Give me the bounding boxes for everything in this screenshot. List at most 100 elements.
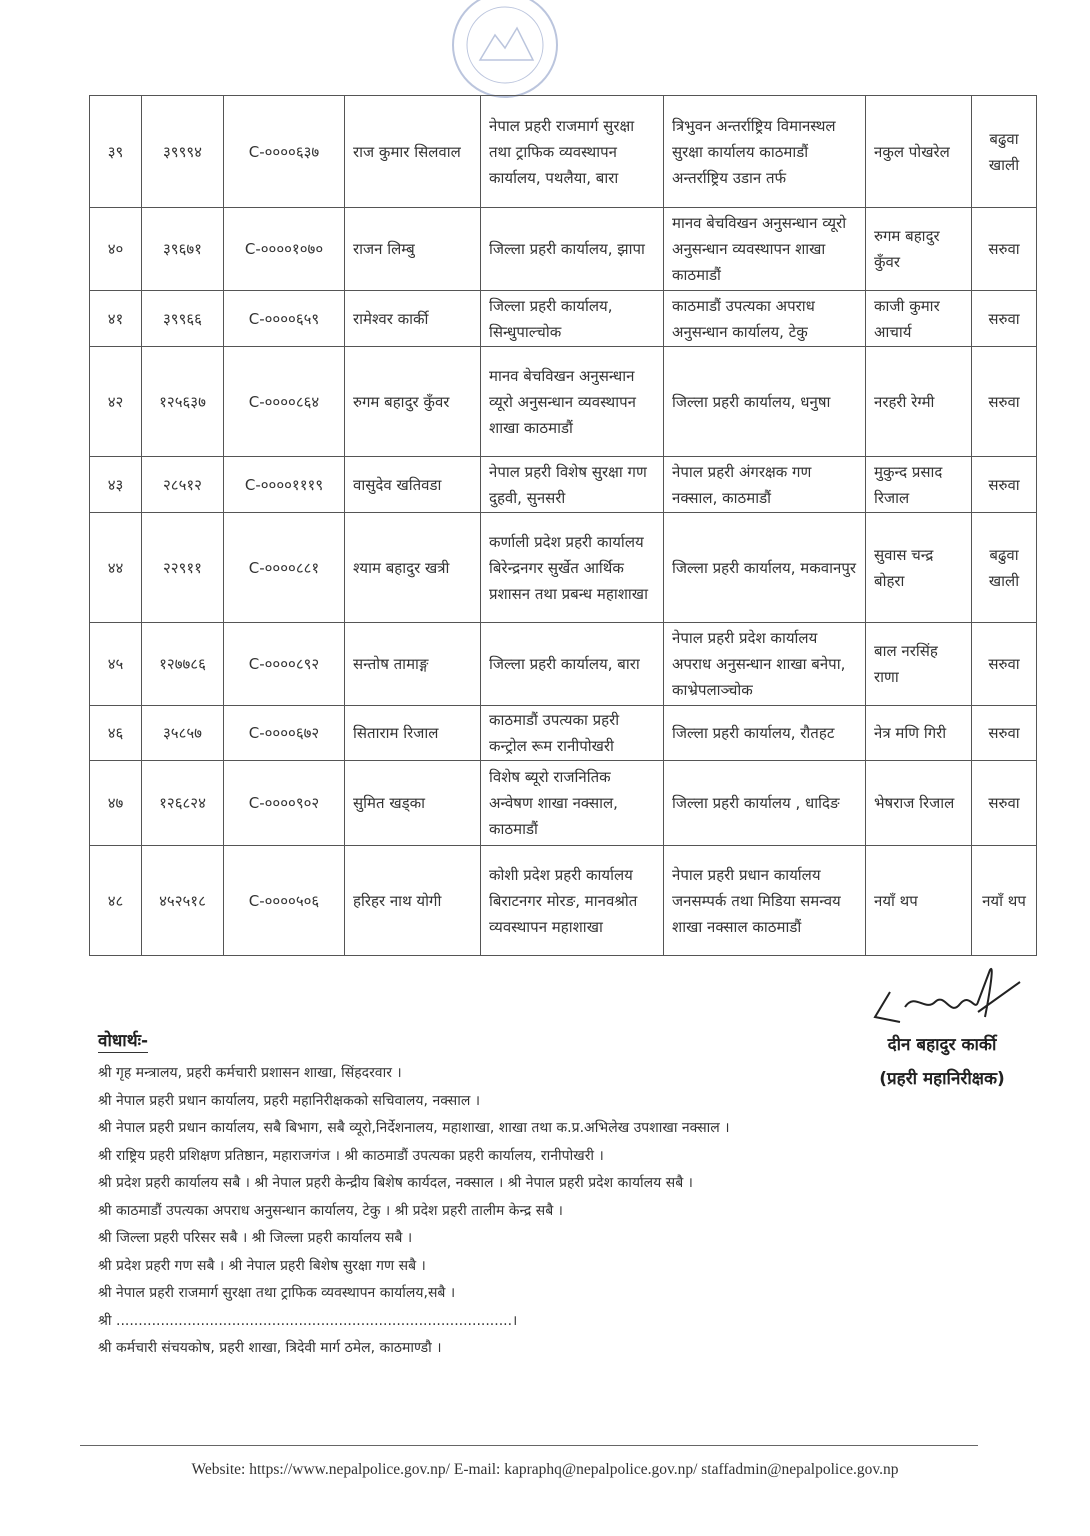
- table-row: ४४ २२९११ C-००००८८१ श्याम बहादुर खत्री कर्णाल…: [89, 512, 1037, 623]
- cell-id: १२६८२४: [141, 760, 224, 846]
- cell-code: C-००००६३७: [223, 95, 345, 208]
- cell-id: ३९९६६: [141, 290, 224, 347]
- table-row: ४७ १२६८२४ C-००००९०२ सुमित खड्का विशेष ब्यूरो…: [89, 760, 1037, 846]
- cell-replace: नयाँ थप: [865, 845, 972, 956]
- cell-replace: सुवास चन्द्र बोहरा: [865, 512, 972, 623]
- cell-from: काठमाडौं उपत्यका प्रहरी कन्ट्रोल रूम रान…: [480, 705, 664, 761]
- cell-replace: नकुल पोखरेल: [865, 95, 972, 208]
- cell-code: C-००००६७२: [223, 705, 345, 761]
- cell-code: C-००००१११९: [223, 456, 345, 513]
- cell-remark: सरुवा: [971, 346, 1037, 457]
- cell-to: काठमाडौं उपत्यका अपराध अनुसन्धान कार्याल…: [663, 290, 866, 347]
- cell-to: नेपाल प्रहरी अंगरक्षक गण नक्साल, काठमाडौ…: [663, 456, 866, 513]
- cell-to: नेपाल प्रहरी प्रधान कार्यालय जनसम्पर्क त…: [663, 845, 866, 956]
- cell-to: जिल्ला प्रहरी कार्यालय , धादिङ: [663, 760, 866, 846]
- cell-id: २२९११: [141, 512, 224, 623]
- cc-line: श्री प्रदेश प्रहरी गण सबै । श्री नेपाल प…: [98, 1257, 426, 1274]
- cc-line: श्री ...................................…: [98, 1312, 518, 1329]
- cell-code: C-००००८९२: [223, 622, 345, 706]
- signatory-name: दीन बहादुर कार्की: [887, 1035, 997, 1055]
- cell-id: ३९९९४: [141, 95, 224, 208]
- cell-name: वासुदेव खतिवडा: [344, 456, 481, 513]
- cell-name: राजन लिम्बु: [344, 207, 481, 291]
- table-row: ३९ ३९९९४ C-००००६३७ राज कुमार सिलवाल नेपाल प्…: [89, 95, 1037, 208]
- cell-id: ४५२५१८: [141, 845, 224, 956]
- cell-sn: ४७: [89, 760, 142, 846]
- cell-replace: नेत्र मणि गिरी: [865, 705, 972, 761]
- footer-contact: Website: https://www.nepalpolice.gov.np/…: [191, 1461, 899, 1478]
- cell-from: जिल्ला प्रहरी कार्यालय, सिन्धुपाल्चोक: [480, 290, 664, 347]
- cell-name: सन्तोष तामाङ्ग: [344, 622, 481, 706]
- cell-sn: ४४: [89, 512, 142, 623]
- cell-remark: नयाँ थप: [971, 845, 1037, 956]
- footer-divider: [80, 1445, 978, 1446]
- cell-remark: सरुवा: [971, 760, 1037, 846]
- cc-line: श्री नेपाल प्रहरी प्रधान कार्यालय, सबै ब…: [98, 1120, 730, 1136]
- cc-line: श्री कर्मचारी संचयकोष, प्रहरी शाखा, त्रि…: [98, 1340, 442, 1356]
- cell-from: नेपाल प्रहरी विशेष सुरक्षा गण दुहवी, सुन…: [480, 456, 664, 513]
- cell-replace: मुकुन्द प्रसाद रिजाल: [865, 456, 972, 513]
- cell-name: राज कुमार सिलवाल: [344, 95, 481, 208]
- cell-remark: सरुवा: [971, 290, 1037, 347]
- cell-from: जिल्ला प्रहरी कार्यालय, झापा: [480, 207, 664, 291]
- cc-line: श्री जिल्ला प्रहरी परिसर सबै । श्री जिल्…: [98, 1230, 413, 1246]
- cell-remark: सरुवा: [971, 456, 1037, 513]
- cell-replace: भेषराज रिजाल: [865, 760, 972, 846]
- table-row: ४८ ४५२५१८ C-००००५०६ हरिहर नाथ योगी कोशी प्रद…: [89, 845, 1037, 956]
- table-row: ४३ २८५१२ C-००००१११९ वासुदेव खतिवडा नेपाल प्र…: [89, 456, 1037, 513]
- cell-from: मानव बेचविखन अनुसन्धान व्यूरो अनुसन्धान …: [480, 346, 664, 457]
- cell-to: जिल्ला प्रहरी कार्यालय, रौतहट: [663, 705, 866, 761]
- cell-remark: बढुवा खाली: [971, 95, 1037, 208]
- cell-to: जिल्ला प्रहरी कार्यालय, मकवानपुर: [663, 512, 866, 623]
- cell-name: श्याम बहादुर खत्री: [344, 512, 481, 623]
- cc-line: श्री राष्ट्रिय प्रहरी प्रशिक्षण प्रतिष्ठ…: [98, 1147, 604, 1164]
- cell-code: C-००००९०२: [223, 760, 345, 846]
- cell-sn: ४१: [89, 290, 142, 347]
- cc-line: श्री गृह मन्त्रालय, प्रहरी कर्मचारी प्रश…: [98, 1065, 402, 1081]
- cell-code: C-००००१०७०: [223, 207, 345, 291]
- cell-from: विशेष ब्यूरो राजनितिक अन्वेषण शाखा नक्सा…: [480, 760, 664, 846]
- table-row: ४० ३९६७१ C-००००१०७० राजन लिम्बु जिल्ला प्रहर…: [89, 207, 1037, 291]
- cell-name: सुमित खड्का: [344, 760, 481, 846]
- cell-id: ३९६७१: [141, 207, 224, 291]
- cc-line: श्री नेपाल प्रहरी राजमार्ग सुरक्षा तथा ट…: [98, 1285, 456, 1301]
- cell-to: मानव बेचविखन अनुसन्धान व्यूरो अनुसन्धान …: [663, 207, 866, 291]
- cell-code: C-००००८८१: [223, 512, 345, 623]
- cell-replace: नरहरी रेग्मी: [865, 346, 972, 457]
- cell-remark: बढुवा खाली: [971, 512, 1037, 623]
- cell-from: नेपाल प्रहरी राजमार्ग सुरक्षा तथा ट्राफि…: [480, 95, 664, 208]
- cell-name: रुगम बहादुर कुँवर: [344, 346, 481, 457]
- cc-line: श्री नेपाल प्रहरी प्रधान कार्यालय, प्रहर…: [98, 1092, 481, 1109]
- cell-to: जिल्ला प्रहरी कार्यालय, धनुषा: [663, 346, 866, 457]
- table-row: ४१ ३९९६६ C-००००६५९ रामेश्वर कार्की जिल्ला प्…: [89, 290, 1037, 347]
- cell-from: जिल्ला प्रहरी कार्यालय, बारा: [480, 622, 664, 706]
- cell-name: हरिहर नाथ योगी: [344, 845, 481, 956]
- cell-name: रामेश्वर कार्की: [344, 290, 481, 347]
- cell-sn: ४८: [89, 845, 142, 956]
- cell-code: C-००००५०६: [223, 845, 345, 956]
- cell-from: कोशी प्रदेश प्रहरी कार्यालय बिराटनगर मोर…: [480, 845, 664, 956]
- cell-sn: ४५: [89, 622, 142, 706]
- signatory-title: (प्रहरी महानिरीक्षक): [879, 1069, 1005, 1089]
- cc-heading: वोधार्थः-: [98, 1028, 149, 1053]
- cell-id: २८५१२: [141, 456, 224, 513]
- cell-code: C-००००८६४: [223, 346, 345, 457]
- cell-id: ३५८५७: [141, 705, 224, 761]
- cell-replace: बाल नरसिंह राणा: [865, 622, 972, 706]
- cell-sn: ४२: [89, 346, 142, 457]
- cell-id: १२५६३७: [141, 346, 224, 457]
- cell-code: C-००००६५९: [223, 290, 345, 347]
- cell-from: कर्णाली प्रदेश प्रहरी कार्यालय बिरेन्द्र…: [480, 512, 664, 623]
- table-row: ४२ १२५६३७ C-००००८६४ रुगम बहादुर कुँवर मानव ब…: [89, 346, 1037, 457]
- cc-list: श्री गृह मन्त्रालय, प्रहरी कर्मचारी प्रश…: [98, 1060, 730, 1363]
- cc-line: श्री प्रदेश प्रहरी कार्यालय सबै । श्री न…: [98, 1175, 693, 1191]
- cell-sn: ४०: [89, 207, 142, 291]
- signature: [873, 968, 1021, 1023]
- cc-line: श्री काठमाडौं उपत्यका अपराध अनुसन्धान का…: [98, 1202, 563, 1219]
- cell-remark: सरुवा: [971, 705, 1037, 761]
- cell-sn: ३९: [89, 95, 142, 208]
- cell-sn: ४३: [89, 456, 142, 513]
- cell-id: १२७७८६: [141, 622, 224, 706]
- table-row: ४५ १२७७८६ C-००००८९२ सन्तोष तामाङ्ग जिल्ला प्…: [89, 622, 1037, 706]
- cell-remark: सरुवा: [971, 622, 1037, 706]
